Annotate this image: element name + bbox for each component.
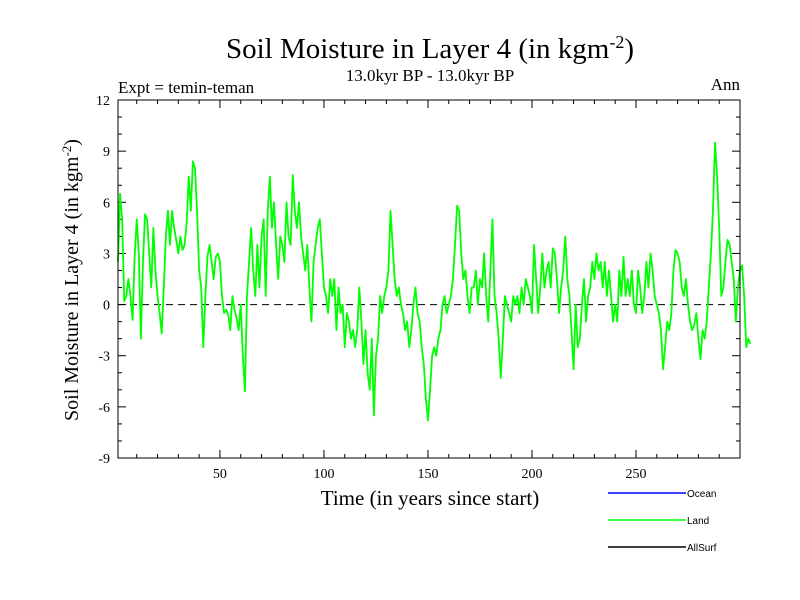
chart-title-close: ) bbox=[624, 33, 634, 65]
x-tick-label: 100 bbox=[313, 467, 334, 482]
legend-label-ocean: Ocean bbox=[687, 489, 716, 500]
legend: Ocean Land AllSurf bbox=[608, 489, 717, 554]
x-tick-label: 200 bbox=[521, 467, 542, 482]
x-axis-label: Time (in years since start) bbox=[321, 486, 540, 510]
chart-title-main: Soil Moisture in Layer 4 (in kgm bbox=[226, 33, 610, 65]
y-tick-label: 9 bbox=[103, 145, 110, 160]
y-tick-label: 3 bbox=[103, 247, 110, 262]
y-axis-label-sup: -2 bbox=[59, 146, 74, 157]
legend-label-allsurf: AllSurf bbox=[687, 543, 717, 554]
y-tick-label: 12 bbox=[96, 94, 110, 109]
y-tick-label: 0 bbox=[103, 299, 110, 314]
legend-label-land: Land bbox=[687, 516, 709, 527]
x-tick-label: 250 bbox=[625, 467, 646, 482]
plot-area: -9 -6 -3 0 3 6 9 12 50 100 150 200 250 bbox=[96, 94, 752, 482]
season-label: Ann bbox=[711, 75, 741, 94]
chart-subtitle: 13.0kyr BP - 13.0kyr BP bbox=[346, 66, 514, 85]
chart-title: Soil Moisture in Layer 4 (in kgm-2) bbox=[226, 32, 634, 65]
series-line-land bbox=[117, 141, 752, 422]
x-tick-label: 50 bbox=[213, 467, 227, 482]
y-tick-label: -3 bbox=[98, 350, 110, 365]
y-tick-label: -9 bbox=[98, 452, 110, 467]
x-tick-label: 150 bbox=[417, 467, 438, 482]
y-tick-label: -6 bbox=[98, 401, 110, 416]
experiment-label: Expt = temin-teman bbox=[118, 78, 255, 97]
plot-frame bbox=[117, 99, 741, 459]
y-axis-label-main: Soil Moisture in Layer 4 (in kgm bbox=[61, 156, 83, 421]
y-axis-label-close: ) bbox=[61, 139, 83, 146]
chart-title-sup: -2 bbox=[609, 32, 624, 52]
y-axis-label: Soil Moisture in Layer 4 (in kgm-2) bbox=[59, 139, 84, 421]
y-tick-label: 6 bbox=[103, 196, 110, 211]
